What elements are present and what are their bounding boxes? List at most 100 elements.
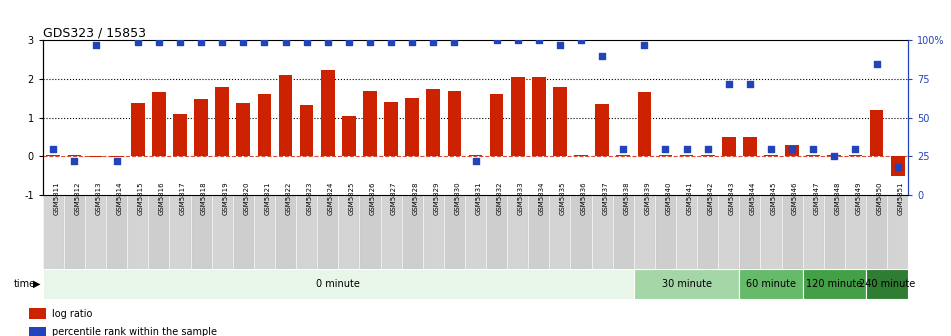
Bar [786,145,799,156]
Bar [465,195,486,269]
Bar [486,195,507,269]
Bar [490,94,503,156]
Point [426,39,441,45]
Bar [761,195,782,269]
Point [700,146,715,151]
Point [869,61,884,66]
Bar [300,105,314,156]
Text: GSM5819: GSM5819 [223,182,228,215]
Text: GSM5840: GSM5840 [666,182,671,215]
Bar [296,195,318,269]
Bar [359,195,380,269]
Point [215,39,230,45]
Point [721,81,736,86]
Bar [866,269,908,299]
Bar [29,327,46,336]
Text: GSM5846: GSM5846 [792,182,798,215]
Point [743,81,758,86]
Text: 0 minute: 0 minute [317,279,360,289]
Bar [64,195,85,269]
Point [679,146,694,151]
Text: GSM5849: GSM5849 [856,182,862,215]
Bar [320,71,335,156]
Bar [844,195,866,269]
Point [510,38,525,43]
Bar [528,195,550,269]
Bar [887,195,908,269]
Bar [405,98,419,156]
Bar [254,195,275,269]
Bar [824,195,844,269]
Point [404,39,419,45]
Bar [109,156,124,157]
Text: GSM5832: GSM5832 [496,182,503,215]
Point [553,42,568,48]
Bar [633,195,655,269]
Text: GSM5834: GSM5834 [539,182,545,215]
Bar [448,91,461,156]
Bar [426,89,440,156]
Text: GSM5830: GSM5830 [455,182,460,215]
Bar [258,94,271,156]
Point [468,158,483,164]
Point [594,53,610,58]
Bar [782,195,803,269]
Bar [43,195,64,269]
Text: GSM5821: GSM5821 [264,182,270,215]
Point [573,38,589,43]
Point [172,39,187,45]
Bar [532,77,546,156]
Text: GSM5845: GSM5845 [771,182,777,215]
Text: 30 minute: 30 minute [662,279,711,289]
Bar [739,195,761,269]
Text: GSM5829: GSM5829 [434,182,439,215]
Point [615,146,631,151]
Point [320,39,336,45]
Bar [718,195,739,269]
Bar [384,102,398,156]
Bar [803,269,866,299]
Text: 120 minute: 120 minute [806,279,863,289]
Bar [318,195,339,269]
Point [341,39,357,45]
Text: GSM5814: GSM5814 [117,182,123,215]
Bar [148,195,169,269]
Point [130,39,146,45]
Point [87,42,103,48]
Bar [237,103,250,156]
Bar [633,269,739,299]
Text: GSM5825: GSM5825 [349,182,355,215]
Text: GSM5850: GSM5850 [877,182,883,215]
Bar [511,77,525,156]
Bar [444,195,465,269]
Point [637,42,652,48]
Bar [743,137,757,156]
Bar [169,195,190,269]
Bar [342,116,356,156]
Bar [233,195,254,269]
Bar [803,195,824,269]
Text: GSM5824: GSM5824 [328,182,334,215]
Text: GSM5817: GSM5817 [180,182,186,215]
Bar [697,195,718,269]
Text: GDS323 / 15853: GDS323 / 15853 [43,26,146,39]
Bar [190,195,212,269]
Bar [553,87,567,156]
Bar [592,195,612,269]
Text: GSM5818: GSM5818 [201,182,207,215]
Text: GSM5843: GSM5843 [728,182,735,215]
Bar [676,195,697,269]
Point [236,39,251,45]
Text: GSM5815: GSM5815 [138,182,144,215]
Text: GSM5847: GSM5847 [813,182,819,215]
Text: GSM5839: GSM5839 [645,182,650,215]
Bar [891,156,904,175]
Bar [107,195,127,269]
Bar [275,195,296,269]
Bar [215,87,229,156]
Bar [88,156,103,157]
Text: GSM5813: GSM5813 [95,182,102,215]
Text: GSM5811: GSM5811 [53,182,59,215]
Bar [722,137,736,156]
Bar [127,195,148,269]
